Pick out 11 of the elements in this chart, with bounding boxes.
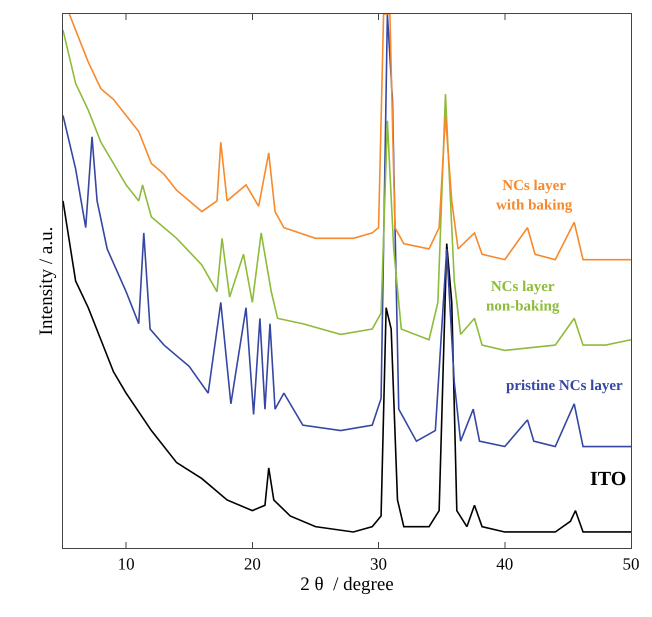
series-label: NCs layer with baking: [496, 178, 573, 214]
x-tick-label: 50: [622, 554, 640, 574]
x-axis-title: 2 θ / degree: [300, 574, 394, 596]
x-tick-label: 30: [370, 554, 388, 574]
series-label: NCs layer non-baking: [486, 279, 560, 314]
x-tick-label: 10: [118, 554, 135, 574]
y-axis-title: Intensity / a.u.: [36, 226, 57, 336]
series-label: ITO: [590, 468, 626, 490]
series-label: pristine NCs layer: [506, 378, 623, 394]
x-tick-label: 20: [244, 554, 261, 574]
x-tick-label: 40: [496, 554, 514, 574]
